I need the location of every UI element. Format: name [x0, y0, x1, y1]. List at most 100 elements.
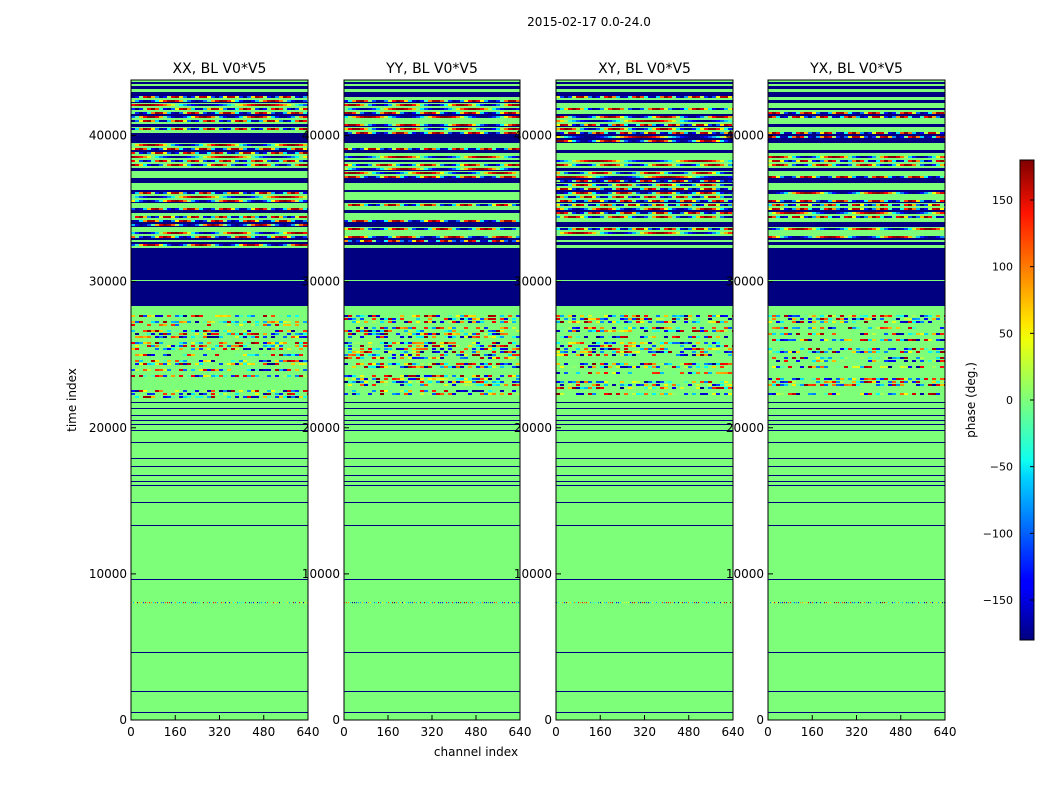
fringe-cell	[676, 200, 680, 202]
fringe-cell	[155, 152, 159, 154]
noise-cell	[620, 351, 624, 353]
fringe-cell	[616, 176, 620, 178]
fringe-cell	[279, 144, 283, 146]
noise-cell	[604, 348, 608, 350]
fringe-cell	[584, 136, 588, 138]
noise-cell	[291, 363, 295, 365]
noise-cell	[480, 390, 484, 392]
fringe-cell	[432, 128, 436, 130]
noise-cell	[580, 366, 584, 368]
fringe-cell	[299, 160, 303, 162]
noise-cell	[135, 336, 139, 338]
noise-cell	[728, 363, 732, 365]
fringe-cell	[608, 124, 612, 126]
fringe-cell	[608, 136, 612, 138]
fringe-cell	[420, 108, 424, 110]
noise-dot	[137, 602, 138, 604]
fringe-cell	[159, 160, 163, 162]
noise-dot	[213, 602, 214, 604]
fringe-cell	[720, 128, 724, 130]
noise-cell	[135, 369, 139, 371]
fringe-cell	[139, 164, 143, 166]
noise-cell	[239, 345, 243, 347]
noise-cell	[708, 321, 712, 323]
noise-cell	[500, 384, 504, 386]
fringe-cell	[516, 128, 520, 130]
noise-cell	[263, 333, 267, 335]
noise-dot	[223, 602, 224, 604]
fringe-cell	[195, 192, 199, 194]
fringe-cell	[588, 116, 592, 118]
fringe-cell	[231, 220, 235, 222]
noise-dot	[303, 602, 304, 604]
noise-cell	[512, 354, 516, 356]
noise-dot	[708, 602, 709, 604]
fringe-cell	[580, 96, 584, 98]
noise-cell	[624, 387, 628, 389]
fringe-row	[556, 200, 733, 202]
noise-cell	[708, 384, 712, 386]
noise-cell	[235, 333, 239, 335]
fringe-cell	[476, 132, 480, 134]
fringe-cell	[255, 156, 259, 158]
fringe-cell	[604, 128, 608, 130]
noise-cell	[352, 351, 356, 353]
fringe-cell	[636, 192, 640, 194]
noise-cell	[436, 381, 440, 383]
fringe-cell	[632, 132, 636, 134]
fringe-cell	[576, 140, 580, 142]
fringe-cell	[279, 244, 283, 246]
noise-cell	[143, 363, 147, 365]
noise-cell	[295, 396, 299, 398]
fringe-cell	[504, 104, 508, 106]
fringe-cell	[420, 116, 424, 118]
fringe-cell	[484, 116, 488, 118]
fringe-cell	[584, 132, 588, 134]
fringe-cell	[564, 116, 568, 118]
noise-cell	[211, 375, 215, 377]
fringe-cell	[243, 208, 247, 210]
fringe-cell	[464, 156, 468, 158]
noise-cell	[460, 333, 464, 335]
noise-dot	[426, 602, 427, 604]
fringe-cell	[428, 116, 432, 118]
noise-cell	[648, 318, 652, 320]
flag-line	[131, 579, 308, 580]
fringe-cell	[632, 180, 636, 182]
noise-cell	[428, 336, 432, 338]
noise-dot	[133, 602, 134, 604]
noise-cell	[139, 363, 143, 365]
noise-cell	[352, 318, 356, 320]
noise-cell	[344, 318, 348, 320]
noise-cell	[223, 315, 227, 317]
fringe-cell	[147, 108, 151, 110]
noise-cell	[588, 315, 592, 317]
fringe-cell	[668, 96, 672, 98]
fringe-cell	[632, 188, 636, 190]
fringe-cell	[468, 100, 472, 102]
fringe-cell	[640, 124, 644, 126]
fringe-cell	[712, 188, 716, 190]
noise-cell	[596, 387, 600, 389]
fringe-cell	[388, 128, 392, 130]
noise-cell	[404, 321, 408, 323]
fringe-cell	[404, 164, 408, 166]
fringe-cell	[243, 224, 247, 226]
noise-cell	[468, 333, 472, 335]
noise-cell	[255, 333, 259, 335]
fringe-cell	[616, 140, 620, 142]
fringe-cell	[251, 144, 255, 146]
fringe-row	[131, 120, 308, 122]
fringe-cell	[348, 148, 352, 150]
noise-cell	[712, 384, 716, 386]
fringe-cell	[207, 220, 211, 222]
fringe-cell	[636, 140, 640, 142]
fringe-cell	[684, 96, 688, 98]
noise-cell	[676, 366, 680, 368]
fringe-cell	[472, 168, 476, 170]
fringe-cell	[568, 120, 572, 122]
noise-cell	[179, 369, 183, 371]
noise-cell	[203, 363, 207, 365]
fringe-cell	[283, 244, 287, 246]
fringe-cell	[600, 164, 604, 166]
